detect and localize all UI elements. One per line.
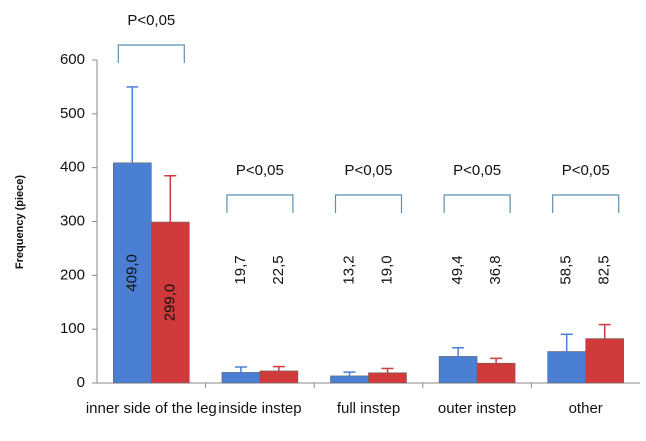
value-label: 409,0 bbox=[123, 254, 140, 292]
value-label: 19,0 bbox=[378, 255, 395, 284]
x-tick-label: outer instep bbox=[438, 400, 516, 417]
value-label: 58,5 bbox=[558, 255, 575, 284]
value-label: 49,4 bbox=[449, 255, 466, 284]
annotation: P<0,05 bbox=[127, 12, 175, 29]
value-label: 19,7 bbox=[232, 255, 249, 284]
value-label: 82,5 bbox=[596, 255, 613, 284]
annotation: P<0,05 bbox=[345, 162, 393, 179]
bar bbox=[221, 372, 261, 384]
y-axis-label: Frequency (piece) bbox=[14, 175, 26, 269]
bar bbox=[438, 356, 478, 384]
bar bbox=[585, 338, 625, 384]
annotation: P<0,05 bbox=[236, 162, 284, 179]
significance-bracket bbox=[117, 44, 185, 63]
x-tick-label: inner side of the leg bbox=[86, 400, 217, 417]
y-tick-label: 500 bbox=[60, 105, 85, 122]
y-tick-label: 200 bbox=[60, 266, 85, 283]
y-tick-label: 0 bbox=[77, 374, 85, 391]
y-tick-label: 600 bbox=[60, 51, 85, 68]
significance-bracket bbox=[226, 194, 294, 213]
bar bbox=[368, 372, 407, 384]
value-label: 22,5 bbox=[270, 255, 287, 284]
x-tick-label: inside instep bbox=[218, 400, 301, 417]
bar bbox=[151, 221, 190, 384]
bar bbox=[547, 351, 587, 384]
y-tick-label: 300 bbox=[60, 212, 85, 229]
bar bbox=[476, 362, 516, 384]
bar bbox=[330, 375, 369, 384]
annotation: P<0,05 bbox=[453, 162, 501, 179]
value-label: 299,0 bbox=[161, 284, 178, 322]
y-tick-label: 400 bbox=[60, 159, 85, 176]
x-tick-label: other bbox=[569, 400, 603, 417]
bar bbox=[113, 162, 152, 384]
y-tick-label: 100 bbox=[60, 320, 85, 337]
bar bbox=[259, 370, 299, 384]
value-label: 36,8 bbox=[487, 255, 504, 284]
value-label: 13,2 bbox=[340, 255, 357, 284]
significance-bracket bbox=[334, 194, 403, 213]
significance-bracket bbox=[443, 194, 511, 213]
significance-bracket bbox=[552, 194, 620, 213]
annotation: P<0,05 bbox=[562, 162, 610, 179]
x-tick-label: full instep bbox=[337, 400, 400, 417]
